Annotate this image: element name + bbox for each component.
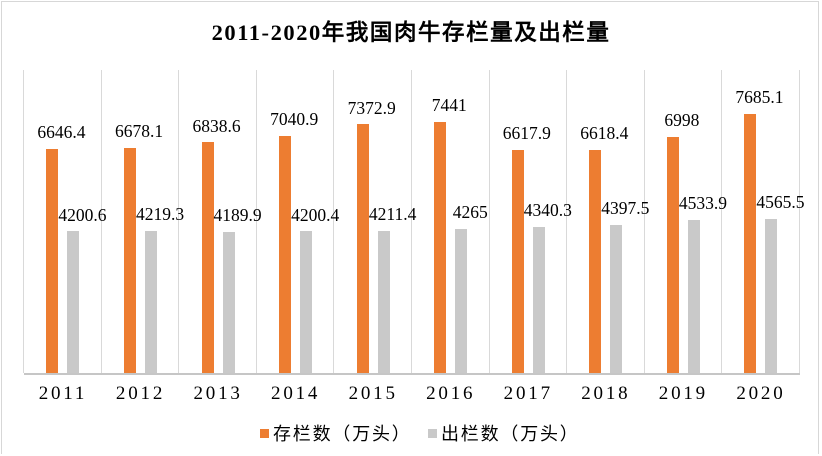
bar-value-label: 4211.4 bbox=[368, 204, 417, 225]
bar-value-label: 4200.4 bbox=[291, 204, 340, 225]
bar-series-1-2017 bbox=[511, 149, 524, 373]
bar-value-label: 7685.1 bbox=[735, 87, 784, 108]
bar-value-label: 7040.9 bbox=[270, 108, 319, 129]
x-axis-label: 2012 bbox=[115, 383, 166, 404]
bar-value-label: 7441 bbox=[431, 95, 467, 116]
bar-series-1-2014 bbox=[279, 135, 292, 373]
legend-marker-icon bbox=[260, 429, 269, 438]
category-gridline bbox=[566, 69, 568, 373]
bar-value-label: 4565.5 bbox=[756, 192, 805, 213]
x-axis-label: 2016 bbox=[426, 383, 476, 404]
bar-value-label: 6646.4 bbox=[37, 122, 86, 143]
category-gridline bbox=[488, 69, 490, 373]
x-axis-label: 2015 bbox=[348, 383, 398, 404]
x-axis-line bbox=[24, 372, 800, 375]
chart-title: 2011-2020年我国肉牛存栏量及出栏量 bbox=[211, 20, 611, 45]
bar-value-label: 6998 bbox=[664, 110, 700, 131]
legend-item-series-2: 出栏数（万头） bbox=[428, 422, 580, 446]
category-gridline bbox=[798, 69, 800, 373]
bar-value-label: 4265 bbox=[452, 202, 488, 223]
legend-item-series-1: 存栏数（万头） bbox=[260, 422, 412, 446]
bar-series-2-2014 bbox=[300, 231, 313, 373]
bar-series-1-2011 bbox=[46, 148, 59, 373]
bar-value-label: 6617.9 bbox=[502, 123, 551, 144]
bar-series-2-2016 bbox=[455, 229, 468, 373]
x-axis-label: 2011 bbox=[38, 383, 88, 404]
bar-series-2-2015 bbox=[377, 230, 390, 373]
category-gridline bbox=[255, 69, 257, 373]
bar-series-1-2012 bbox=[124, 147, 137, 373]
bar-series-1-2016 bbox=[434, 122, 447, 373]
category-gridline bbox=[178, 69, 180, 373]
x-axis-label: 2020 bbox=[736, 383, 786, 404]
bar-value-label: 6618.4 bbox=[580, 123, 629, 144]
x-axis-label: 2013 bbox=[193, 383, 243, 404]
x-axis-label: 2014 bbox=[271, 383, 321, 404]
category-gridline bbox=[643, 69, 645, 373]
bar-value-label: 4397.5 bbox=[601, 198, 650, 218]
bar-value-label: 4200.6 bbox=[58, 204, 107, 225]
legend-marker-icon bbox=[428, 429, 437, 438]
bar-value-label: 7372.9 bbox=[347, 97, 396, 118]
bar-series-1-2015 bbox=[356, 124, 369, 373]
bar-value-label: 4533.9 bbox=[678, 193, 727, 214]
x-axis-label: 2018 bbox=[581, 383, 631, 404]
x-axis-label: 2019 bbox=[658, 383, 708, 404]
category-gridline bbox=[100, 69, 102, 373]
bar-series-1-2020 bbox=[744, 113, 757, 373]
bar-series-2-2013 bbox=[222, 231, 235, 373]
bar-series-2-2020 bbox=[765, 218, 778, 373]
bar-series-1-2013 bbox=[201, 142, 214, 373]
legend-label: 存栏数（万头） bbox=[273, 423, 412, 444]
category-gridline bbox=[721, 69, 723, 373]
category-gridline bbox=[23, 69, 25, 373]
bar-series-1-2019 bbox=[666, 136, 679, 373]
x-axis-label: 2017 bbox=[503, 383, 553, 404]
bar-value-label: 6678.1 bbox=[114, 121, 164, 142]
bar-value-label: 4340.3 bbox=[523, 199, 572, 220]
bar-value-label: 6838.6 bbox=[192, 115, 241, 136]
bar-series-2-2012 bbox=[145, 230, 158, 373]
bar-series-2-2017 bbox=[532, 226, 545, 373]
bar-series-2-2018 bbox=[610, 224, 623, 373]
bar-value-label: 4189.9 bbox=[213, 205, 262, 225]
bar-value-label: 4219.3 bbox=[135, 204, 185, 224]
category-gridline bbox=[410, 69, 412, 373]
bar-series-2-2011 bbox=[67, 231, 80, 373]
category-gridline bbox=[333, 69, 335, 373]
legend-label: 出栏数（万头） bbox=[441, 423, 580, 444]
bar-series-1-2018 bbox=[589, 149, 602, 373]
bar-series-2-2019 bbox=[687, 220, 700, 373]
